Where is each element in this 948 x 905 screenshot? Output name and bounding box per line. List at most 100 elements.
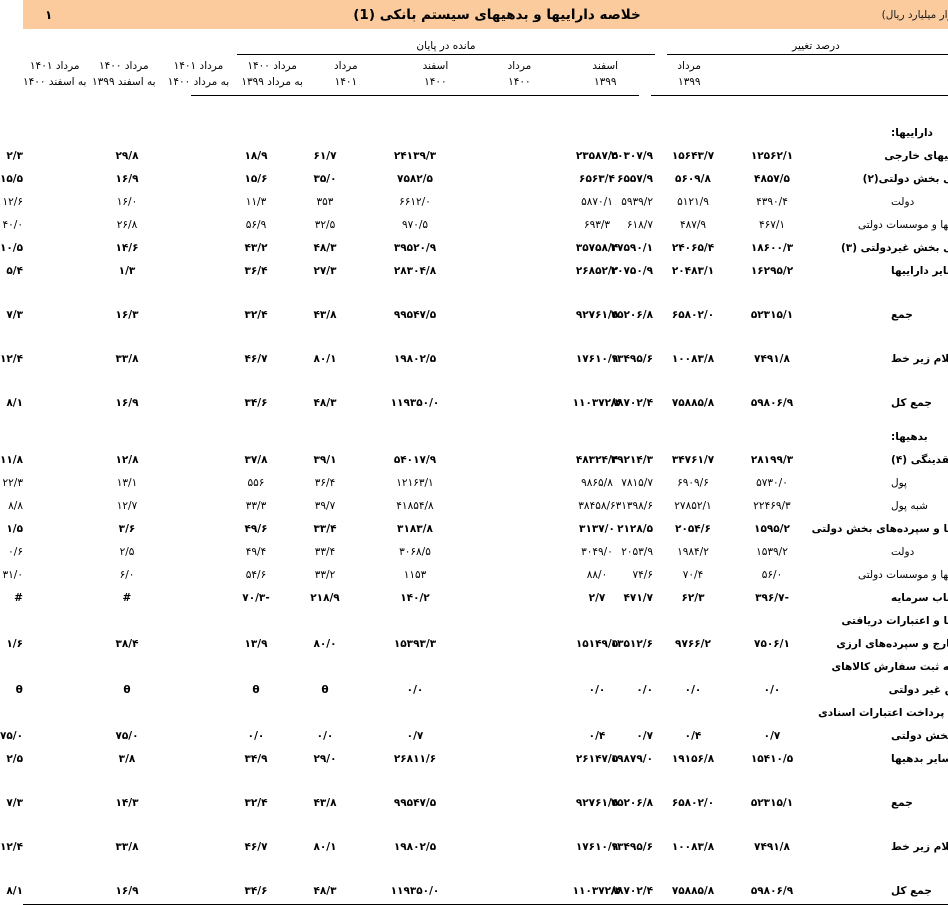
- row-gutter: [788, 494, 868, 517]
- cell-balance-1: [630, 609, 710, 632]
- cell-change-0: [258, 326, 346, 347]
- row-separator: [438, 701, 530, 724]
- cell-change-0: ۰/۰: [258, 724, 346, 747]
- page-title: خلاصه داراییها و بدهیهای سیستم بانکی (1): [0, 7, 948, 23]
- cell-balance-4: ۱۹۸۰۲/۵: [346, 347, 438, 370]
- table-row: [0, 858, 948, 879]
- cell-balance-4: ۲۶۸۱۱/۶: [346, 747, 438, 770]
- table-row: دولت ۱۵۳۹/۲ ۱۹۸۴/۲ ۲۰۵۳/۹ ۳۰۴۹/۰ ۳۰۶۸/۵ ۳۳/۴ ۴۹…: [0, 540, 948, 563]
- cell-change-2: ۱۲/۸: [0, 448, 208, 471]
- cell-balance-0: [710, 121, 788, 144]
- table-row: سایر بدهیها ۱۵۴۱۰/۵ ۱۹۱۵۶/۸ ۱۹۸۷۹/۰ ۲۶۱۴۷/۵ ۲…: [0, 747, 948, 770]
- cell-change-0: ۴۳/۸: [258, 791, 346, 814]
- cell-change-2: [0, 121, 208, 144]
- row-gutter: [788, 370, 868, 391]
- cell-change-2: ۳/۸: [0, 747, 208, 770]
- cell-balance-2: ۷۵۲۰۶/۸: [618, 791, 630, 814]
- column-header-line2: به اسفند ۱۳۹۹: [63, 74, 138, 90]
- column-header-line1: مرداد: [311, 60, 335, 72]
- cell-balance-3: [530, 425, 618, 448]
- cell-balance-3: [530, 609, 618, 632]
- row-separator: [438, 471, 530, 494]
- column-header-7: مرداد ۱۴۰۰ به اسفند ۱۳۹۹: [63, 55, 138, 95]
- cell-balance-2: ۰/۰: [618, 678, 630, 701]
- column-header-line1: مرداد ۱۴۰۰: [224, 60, 274, 72]
- cell-change-1: ۳۴/۹: [208, 747, 258, 770]
- row-separator: [438, 655, 530, 678]
- cell-change-0: [258, 370, 346, 391]
- cell-change-2: ۱۶/۳: [0, 303, 208, 326]
- cell-change-1: ۵۵۶: [208, 471, 258, 494]
- cell-balance-1: ۴۸۷/۹: [630, 213, 710, 236]
- row-separator: [438, 632, 530, 655]
- cell-balance-0: ۴۶۷/۱: [710, 213, 788, 236]
- row-gutter: [788, 414, 868, 425]
- cell-balance-1: [630, 121, 710, 144]
- table-row: بدهیها:: [0, 425, 948, 448]
- cell-balance-2: [618, 770, 630, 791]
- cell-balance-2: [618, 609, 630, 632]
- cell-balance-1: ۱۵۶۴۳/۷: [630, 144, 710, 167]
- cell-balance-4: [346, 701, 438, 724]
- row-gutter: [788, 835, 868, 858]
- cell-change-0: θ: [258, 678, 346, 701]
- table-row: حساب سرمایه -۳۹۶/۷ ۶۲/۳ ۴۷۱/۷ ۲/۷ ۱۴۰/۲ ۲۱۸/۹-…: [0, 586, 948, 609]
- cell-balance-4: ۰/۰: [346, 678, 438, 701]
- cell-balance-0: [710, 370, 788, 391]
- cell-balance-2: ۷۵۲۰۶/۸: [618, 303, 630, 326]
- row-separator: [438, 303, 530, 326]
- cell-change-0: [258, 701, 346, 724]
- cell-balance-0: [710, 425, 788, 448]
- summary-table: داراییها: داراییهای خارجی ۱۲۵۶۲/۱ ۱۵۶۴۳/۷ ۲۰…: [0, 121, 948, 902]
- cell-change-0: ۸۰/۰: [258, 632, 346, 655]
- cell-balance-0: ۲۲۴۶۹/۳: [710, 494, 788, 517]
- cell-balance-4: ۱۹۸۰۲/۵: [346, 835, 438, 858]
- row-separator: [438, 236, 530, 259]
- table-row: شرکتها و موسسات دولتی ۴۶۷/۱ ۴۸۷/۹ ۶۱۸/۷ ۶۹۳/…: [0, 213, 948, 236]
- cell-balance-0: [710, 814, 788, 835]
- cell-change-2: ۱۳/۱: [0, 471, 208, 494]
- table-row: نقدینگی (۴) ۲۸۱۹۹/۳ ۳۴۷۶۱/۷ ۳۹۲۱۴/۳ ۴۸۳۲۴/۴ ۵…: [0, 448, 948, 471]
- cell-balance-2: [618, 655, 630, 678]
- column-header-3: اسفند ۱۴۰۰: [371, 55, 453, 95]
- table-row: جمع ۵۲۳۱۵/۱ ۶۵۸۰۲/۰ ۷۵۲۰۶/۸ ۹۲۷۶۱/۵ ۹۹۵۴۷/۵ ۴۳…: [0, 303, 948, 326]
- cell-balance-1: [630, 770, 710, 791]
- cell-change-2: ۳/۶: [0, 517, 208, 540]
- row-gutter: [788, 471, 868, 494]
- cell-balance-0: ۱۸۶۰۰/۳: [710, 236, 788, 259]
- cell-balance-0: ۲۸۱۹۹/۳: [710, 448, 788, 471]
- cell-balance-4: [346, 414, 438, 425]
- cell-change-1: [208, 282, 258, 303]
- cell-change-2: [0, 655, 208, 678]
- cell-balance-2: [618, 814, 630, 835]
- cell-change-0: ۳۳/۴: [258, 517, 346, 540]
- cell-change-0: ۳۲/۵: [258, 213, 346, 236]
- row-gutter: [788, 391, 868, 414]
- row-gutter: [788, 724, 868, 747]
- row-separator: [438, 259, 530, 282]
- row-separator: [438, 370, 530, 391]
- table-row: سایر داراییها ۱۶۲۹۵/۲ ۲۰۴۸۳/۱ ۲۰۷۵۰/۹ ۲۶۸۵۲/…: [0, 259, 948, 282]
- table-column-headers: درصد تغییر مانده در پایان مرداد ۱۳۹۹ اسفند…: [0, 29, 948, 121]
- cell-balance-4: ۰/۷: [346, 724, 438, 747]
- cell-balance-1: [630, 814, 710, 835]
- cell-change-0: ۸۰/۱: [258, 347, 346, 370]
- cell-balance-0: ۵۷۳۰/۰: [710, 471, 788, 494]
- table-row: داراییهای خارجی ۱۲۵۶۲/۱ ۱۵۶۴۳/۷ ۲۰۳۰۷/۹ ۲۳۵۸…: [0, 144, 948, 167]
- column-header-line1: مرداد ۱۴۰۱: [151, 60, 201, 72]
- cell-change-0: [258, 121, 346, 144]
- page-number: ۱: [8, 8, 29, 22]
- cell-balance-2: [618, 858, 630, 879]
- cell-balance-3: ۰/۴: [530, 724, 618, 747]
- cell-balance-4: ۱۵۳۹۳/۳: [346, 632, 438, 655]
- cell-change-1: ۱۵/۶: [208, 167, 258, 190]
- cell-balance-3: [530, 701, 618, 724]
- cell-change-2: [0, 814, 208, 835]
- cell-balance-0: ۰/۰: [710, 678, 788, 701]
- cell-change-0: ۲۱۸/۹: [258, 586, 346, 609]
- cell-change-2: ۱/۳: [0, 259, 208, 282]
- cell-change-0: [258, 814, 346, 835]
- cell-balance-0: ۷۵۰۶/۱: [710, 632, 788, 655]
- cell-balance-1: ۰/۴: [630, 724, 710, 747]
- row-separator: [438, 213, 530, 236]
